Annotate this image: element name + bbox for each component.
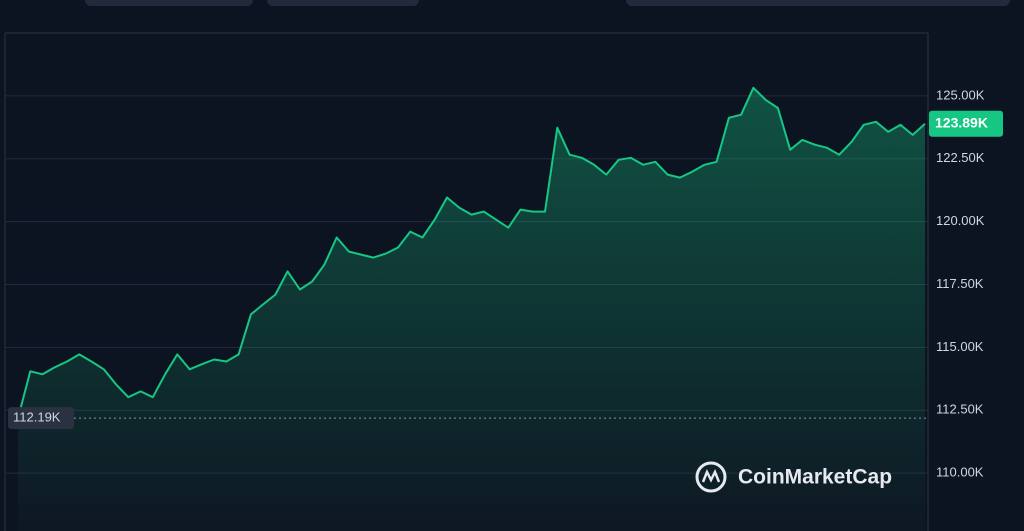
start-label: 112.19K [13, 410, 61, 425]
logo-icon [701, 468, 721, 483]
y-tick-label: 122.50K [936, 150, 985, 165]
y-tick-label: 117.50K [936, 276, 984, 291]
y-tick-label: 120.00K [936, 213, 985, 228]
price-line [17, 86, 926, 419]
y-tick-label: 125.00K [936, 87, 985, 102]
last-price-box [929, 110, 1003, 137]
top-button[interactable] [267, 0, 419, 6]
brand-logo: CoinMarketCap [695, 461, 892, 493]
y-tick-label: 110.00K [936, 465, 984, 480]
start-label-box [8, 407, 74, 430]
y-tick-label: 112.50K [936, 402, 984, 417]
top-button[interactable] [85, 0, 253, 6]
logo-icon [695, 461, 727, 493]
price-area [18, 87, 925, 531]
last-price-label: 123.89K [935, 115, 988, 131]
brand-name: CoinMarketCap [738, 466, 892, 489]
y-tick-label: 115.00K [936, 339, 984, 354]
top-button[interactable] [626, 0, 1010, 6]
